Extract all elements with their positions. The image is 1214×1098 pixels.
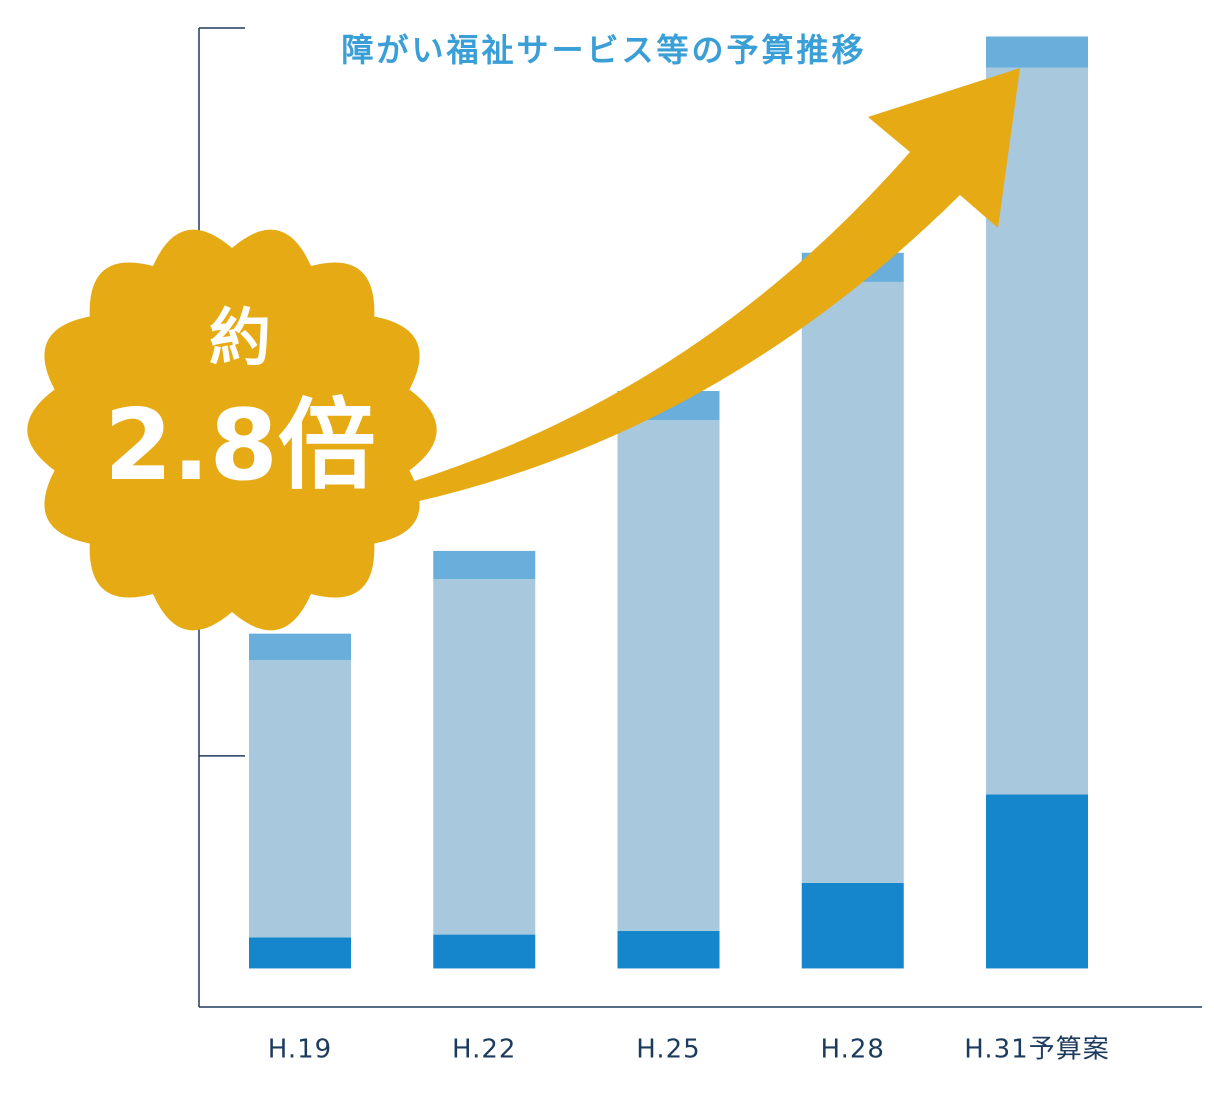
- chart-title: 障がい福祉サービス等の予算推移: [341, 31, 866, 69]
- x-tick-label: H.28: [821, 1035, 885, 1065]
- badge-label: 約: [209, 301, 271, 374]
- bar-segment: [433, 550, 536, 580]
- x-tick-label: H.19: [268, 1035, 332, 1065]
- arrow: [405, 68, 1020, 502]
- x-tick-label: H.22: [452, 1035, 516, 1065]
- badge: [27, 229, 437, 631]
- bar-segment: [249, 659, 351, 938]
- bar-segment: [433, 579, 536, 935]
- bar-segment: [433, 934, 536, 969]
- bar-segment: [986, 794, 1088, 969]
- badge-value: 2.8倍: [104, 389, 376, 503]
- bar-segment: [801, 882, 904, 969]
- bar-segment: [249, 937, 351, 969]
- bar-segment: [986, 36, 1088, 68]
- x-tick-label: H.25: [636, 1035, 700, 1065]
- bar-segment: [249, 633, 351, 660]
- x-tick-label: H.31予算案: [964, 1035, 1109, 1065]
- bar-segment: [617, 420, 720, 931]
- bar-segment: [801, 281, 904, 883]
- bar-segment: [617, 930, 720, 969]
